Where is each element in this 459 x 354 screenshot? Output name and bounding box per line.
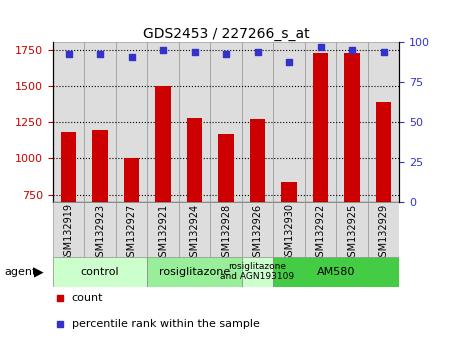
Bar: [210, 42, 242, 202]
Bar: [273, 257, 399, 287]
Text: GSM132926: GSM132926: [252, 204, 263, 263]
Bar: [242, 42, 273, 202]
Text: GSM132921: GSM132921: [158, 204, 168, 263]
Bar: [336, 202, 368, 257]
Bar: [250, 119, 265, 202]
Bar: [305, 202, 336, 257]
Bar: [53, 202, 84, 257]
Point: [254, 49, 261, 55]
Text: GSM132928: GSM132928: [221, 204, 231, 263]
Point: [223, 51, 230, 57]
Bar: [368, 42, 399, 202]
Bar: [344, 53, 360, 202]
Text: count: count: [72, 293, 103, 303]
Bar: [147, 202, 179, 257]
Bar: [336, 42, 368, 202]
Bar: [313, 53, 329, 202]
Point: [128, 54, 135, 60]
Bar: [273, 202, 305, 257]
Bar: [305, 42, 336, 202]
Text: GSM132924: GSM132924: [190, 204, 200, 263]
Bar: [242, 202, 273, 257]
Point: [380, 49, 387, 55]
Bar: [84, 42, 116, 202]
Text: ▶: ▶: [34, 265, 43, 278]
Point: [348, 48, 356, 53]
Bar: [179, 202, 210, 257]
Bar: [53, 42, 84, 202]
Bar: [273, 42, 305, 202]
Bar: [147, 42, 179, 202]
Point: [159, 48, 167, 53]
Bar: [147, 257, 242, 287]
Text: percentile rank within the sample: percentile rank within the sample: [72, 319, 260, 329]
Point: [65, 51, 72, 57]
Text: GSM132927: GSM132927: [127, 204, 136, 263]
Bar: [210, 202, 242, 257]
Title: GDS2453 / 227266_s_at: GDS2453 / 227266_s_at: [143, 28, 309, 41]
Bar: [116, 42, 147, 202]
Bar: [92, 130, 108, 202]
Point: [317, 45, 324, 50]
Bar: [53, 257, 147, 287]
Point: [285, 223, 293, 229]
Text: control: control: [81, 267, 119, 277]
Text: agent: agent: [5, 267, 37, 277]
Bar: [242, 257, 273, 287]
Bar: [116, 202, 147, 257]
Bar: [376, 102, 392, 202]
Bar: [61, 132, 76, 202]
Bar: [218, 134, 234, 202]
Text: AM580: AM580: [317, 267, 356, 277]
Text: GSM132925: GSM132925: [347, 204, 357, 263]
Bar: [368, 202, 399, 257]
Bar: [187, 118, 202, 202]
Bar: [123, 158, 140, 202]
Bar: [155, 86, 171, 202]
Text: GSM132929: GSM132929: [379, 204, 389, 263]
Text: rosiglitazone
and AGN193109: rosiglitazone and AGN193109: [220, 262, 295, 281]
Bar: [281, 182, 297, 202]
Text: rosiglitazone: rosiglitazone: [159, 267, 230, 277]
Bar: [84, 202, 116, 257]
Text: GSM132919: GSM132919: [63, 204, 73, 262]
Point: [285, 59, 293, 64]
Bar: [179, 42, 210, 202]
Text: GSM132930: GSM132930: [284, 204, 294, 262]
Point: [191, 49, 198, 55]
Point: [96, 51, 104, 57]
Text: GSM132922: GSM132922: [316, 204, 325, 263]
Text: GSM132923: GSM132923: [95, 204, 105, 263]
